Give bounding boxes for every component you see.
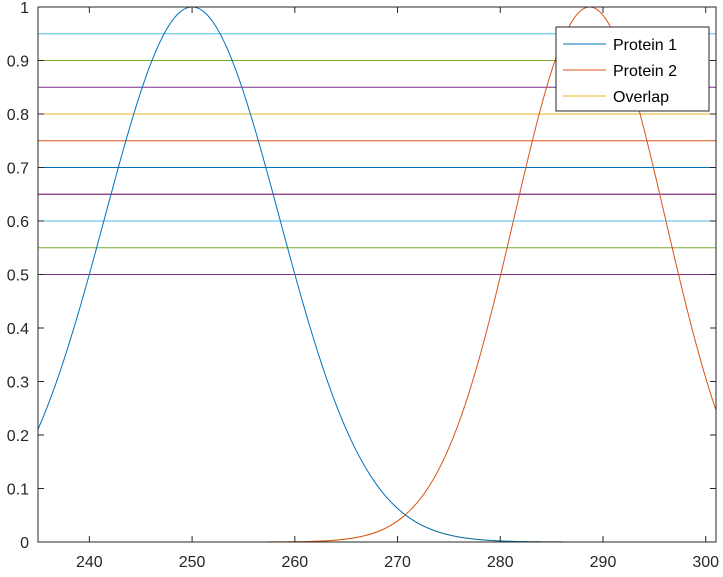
legend[interactable]: Protein 1 Protein 2 Overlap: [555, 26, 710, 112]
y-tick-label: 0.6: [7, 214, 29, 231]
y-tick-label: 0.1: [7, 482, 29, 499]
y-tick-label: 0.2: [7, 428, 29, 445]
y-tick-label: 0.8: [7, 107, 29, 124]
legend-box: [555, 26, 710, 112]
axis-ticks: [38, 6, 716, 543]
x-tick-label: 260: [281, 554, 308, 571]
x-tick-label: 280: [487, 554, 514, 571]
x-tick-label: 290: [590, 554, 617, 571]
legend-label: Protein 2: [613, 63, 677, 80]
y-tick-label: 0.5: [7, 268, 29, 285]
x-tick-label: 250: [179, 554, 206, 571]
x-tick-label: 270: [384, 554, 411, 571]
y-tick-label: 0.4: [7, 321, 29, 338]
y-tick-labels: 0 0.1 0.2 0.3 0.4 0.5 0.6 0.7 0.8 0.9 1: [7, 0, 29, 552]
y-tick-label: 0.7: [7, 161, 29, 178]
legend-label: Protein 1: [613, 37, 677, 54]
x-tick-label: 240: [76, 554, 103, 571]
y-tick-label: 0.9: [7, 54, 29, 71]
y-tick-label: 1: [20, 0, 29, 17]
legend-label: Overlap: [613, 89, 669, 106]
y-tick-label: 0.3: [7, 375, 29, 392]
x-tick-labels: 240 250 260 270 280 290 300: [76, 554, 719, 571]
y-tick-label: 0: [20, 535, 29, 552]
x-tick-label: 300: [692, 554, 719, 571]
